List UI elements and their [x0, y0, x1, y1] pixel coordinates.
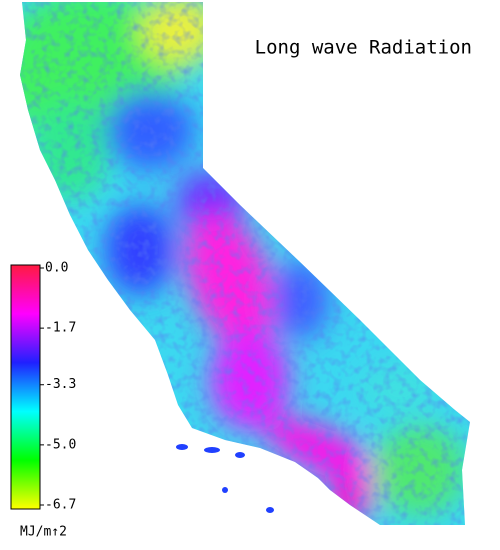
- colorbar-tick-label: -6.7: [45, 498, 76, 513]
- colorbar: [10, 264, 41, 510]
- colorbar-tick-label: -5.0: [45, 437, 76, 452]
- colorbar-tick-label: -3.3: [45, 377, 76, 392]
- map-title: Long wave Radiation: [255, 37, 472, 59]
- colorbar-tick-label: 0.0: [45, 261, 68, 276]
- islands: [176, 444, 274, 513]
- colorbar-tick-label: -1.7: [45, 321, 76, 336]
- colorbar-unit: MJ/m↑2: [20, 525, 67, 540]
